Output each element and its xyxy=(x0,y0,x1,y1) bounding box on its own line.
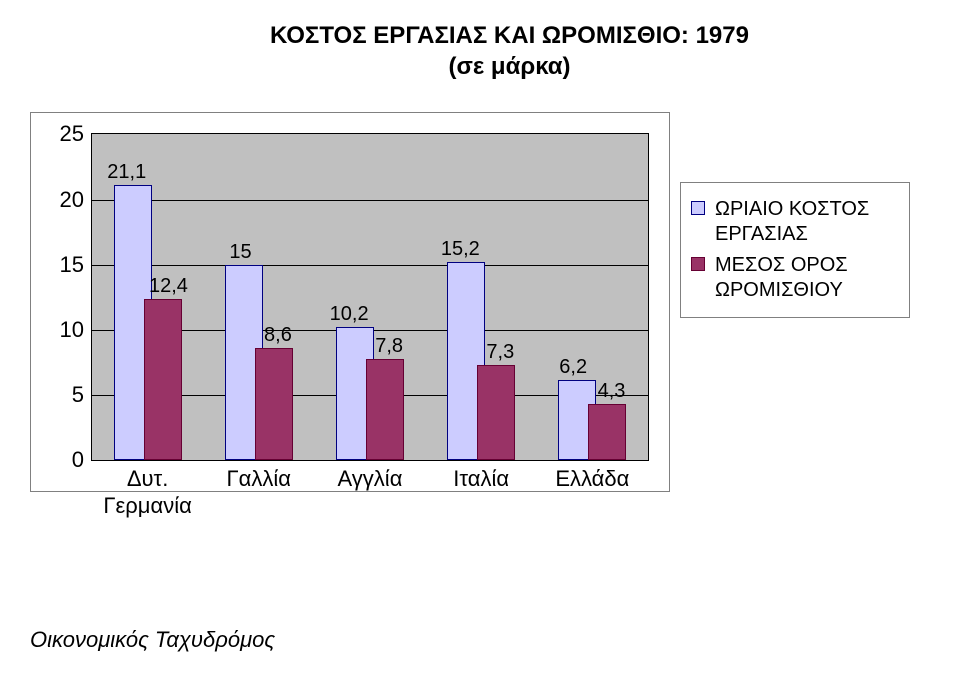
ytick-label: 20 xyxy=(60,187,92,213)
chart-frame: 21,112,4Δυτ.Γερμανία158,6Γαλλία10,27,8Αγ… xyxy=(30,112,670,492)
bar-value-label: 7,8 xyxy=(375,335,403,360)
bar-series-1: 4,3 xyxy=(588,404,626,460)
ytick-label: 10 xyxy=(60,317,92,343)
chart-row: 21,112,4Δυτ.Γερμανία158,6Γαλλία10,27,8Αγ… xyxy=(30,112,929,492)
ytick-label: 25 xyxy=(60,121,92,147)
bar-group: 158,6Γαλλία xyxy=(225,134,293,460)
bars-row: 21,112,4Δυτ.Γερμανία158,6Γαλλία10,27,8Αγ… xyxy=(92,134,648,460)
bar-series-1: 7,3 xyxy=(477,365,515,460)
ytick-label: 0 xyxy=(72,447,92,473)
bar-value-label: 15 xyxy=(229,241,251,266)
bar-group: 6,24,3Ελλάδα xyxy=(558,134,626,460)
x-category-label: Δυτ.Γερμανία xyxy=(103,466,191,519)
legend-text-1: ΜΕΣΟΣ ΟΡΟΣ ΩΡΟΜΙΣΘΙΟΥ xyxy=(715,253,848,303)
bar-value-label: 4,3 xyxy=(598,380,626,405)
legend-item-0: ΩΡΙΑΙΟ ΚΟΣΤΟΣ ΕΡΓΑΣΙΑΣ xyxy=(691,197,899,247)
page: ΚΟΣΤΟΣ ΕΡΓΑΣΙΑΣ ΚΑΙ ΩΡΟΜΙΣΘΙΟ: 1979 (σε … xyxy=(0,0,959,683)
bar-value-label: 7,3 xyxy=(486,341,514,366)
plot-area: 21,112,4Δυτ.Γερμανία158,6Γαλλία10,27,8Αγ… xyxy=(91,133,649,461)
x-category-label: Γαλλία xyxy=(227,466,291,492)
bar-value-label: 21,1 xyxy=(107,161,146,186)
title-line-2: (σε μάρκα) xyxy=(90,51,929,82)
title-line-1: ΚΟΣΤΟΣ ΕΡΓΑΣΙΑΣ ΚΑΙ ΩΡΟΜΙΣΘΙΟ: 1979 xyxy=(90,20,929,51)
bar-group: 15,27,3Ιταλία xyxy=(447,134,515,460)
bar-group: 10,27,8Αγγλία xyxy=(336,134,404,460)
bar-value-label: 8,6 xyxy=(264,324,292,349)
legend-text-0: ΩΡΙΑΙΟ ΚΟΣΤΟΣ ΕΡΓΑΣΙΑΣ xyxy=(715,197,869,247)
legend-item-1: ΜΕΣΟΣ ΟΡΟΣ ΩΡΟΜΙΣΘΙΟΥ xyxy=(691,253,899,303)
bar-series-1: 8,6 xyxy=(255,348,293,460)
x-category-label: Ιταλία xyxy=(453,466,509,492)
legend-swatch-0 xyxy=(691,201,705,215)
ytick-label: 5 xyxy=(72,382,92,408)
x-category-label: Αγγλία xyxy=(338,466,403,492)
chart-title: ΚΟΣΤΟΣ ΕΡΓΑΣΙΑΣ ΚΑΙ ΩΡΟΜΙΣΘΙΟ: 1979 (σε … xyxy=(30,20,929,82)
legend-swatch-1 xyxy=(691,257,705,271)
source-text: Οικονομικός Ταχυδρόμος xyxy=(30,627,275,653)
bar-series-1: 7,8 xyxy=(366,359,404,461)
bar-series-1: 12,4 xyxy=(144,299,182,461)
bar-value-label: 10,2 xyxy=(330,303,369,328)
gridline xyxy=(92,265,648,266)
legend: ΩΡΙΑΙΟ ΚΟΣΤΟΣ ΕΡΓΑΣΙΑΣ ΜΕΣΟΣ ΟΡΟΣ ΩΡΟΜΙΣ… xyxy=(680,182,910,318)
bar-group: 21,112,4Δυτ.Γερμανία xyxy=(114,134,182,460)
gridline xyxy=(92,200,648,201)
ytick-label: 15 xyxy=(60,252,92,278)
bar-value-label: 6,2 xyxy=(559,356,587,381)
bar-value-label: 15,2 xyxy=(441,238,480,263)
x-category-label: Ελλάδα xyxy=(555,466,629,492)
bar-value-label: 12,4 xyxy=(149,275,188,300)
